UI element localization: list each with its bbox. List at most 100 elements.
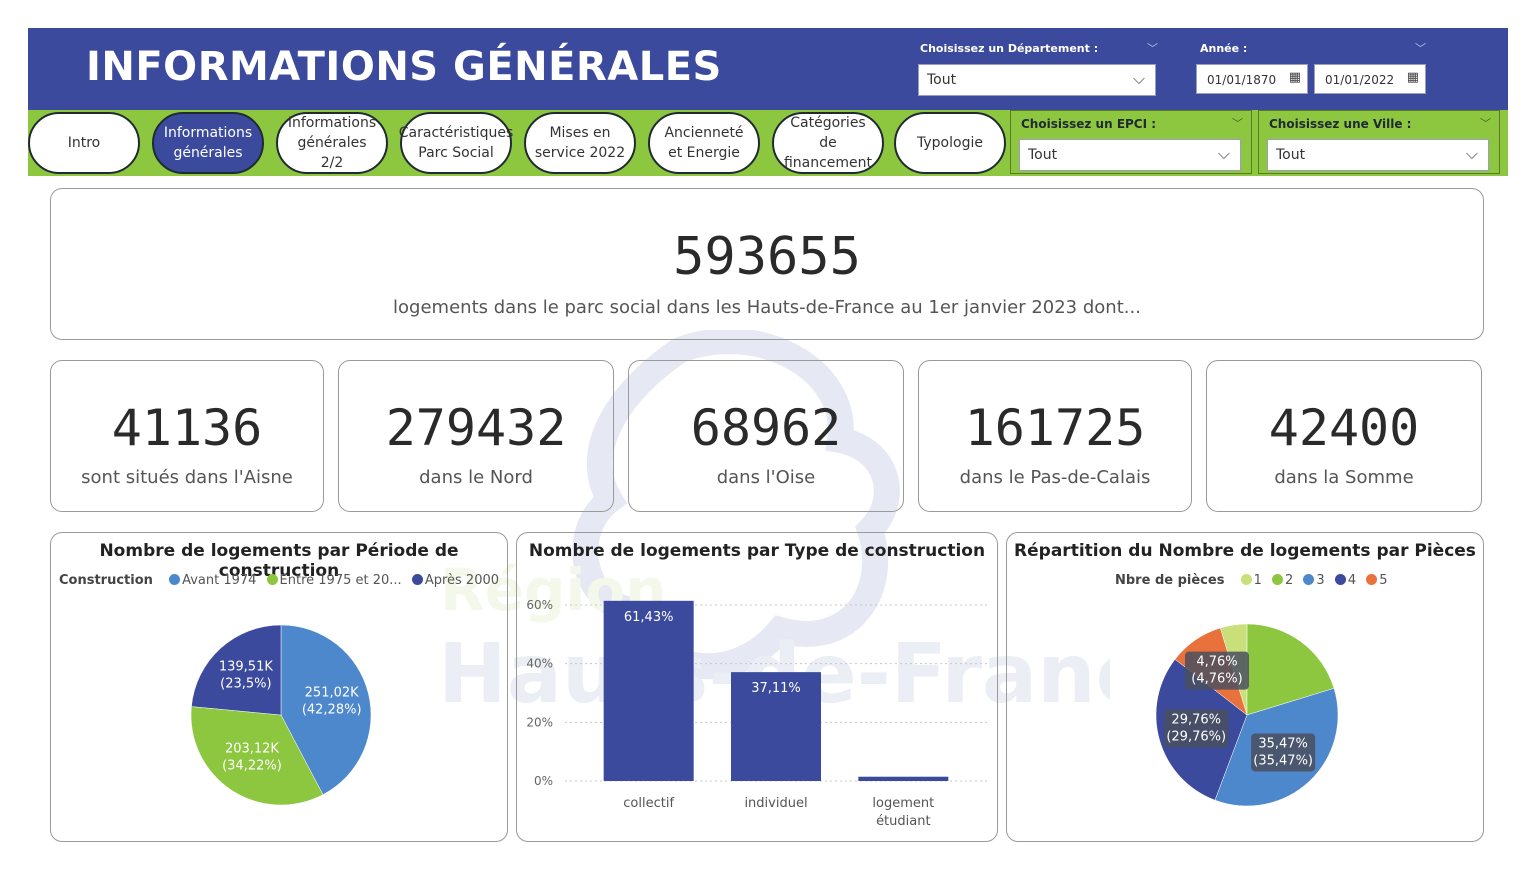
legend-item[interactable]: 5 [1379,573,1388,588]
legend-item[interactable]: 4 [1347,573,1357,588]
annee-filter: Année : ﹀ 01/01/1870 ▦ 01/01/2022 ▦ [1190,36,1434,102]
annee-from-value: 01/01/1870 [1207,73,1277,87]
bar-data-label: 37,11% [751,681,801,696]
nav-label: Mises en service 2022 [534,125,626,161]
nav-button-typologie[interactable]: Typologie [894,112,1006,174]
total-text: logements dans le parc social dans les H… [393,297,1141,318]
nav-button-mises-en-service[interactable]: Mises en service 2022 [524,112,636,174]
legend-item[interactable]: Avant 1974 [182,573,257,588]
pie-slice[interactable] [280,624,372,795]
nav-label: Ancienneté et Energie [664,125,744,161]
legend-dot [1272,574,1283,585]
legend-item[interactable]: Après 2000 [424,573,500,588]
nav-button-informations-generales-2[interactable]: Informations générales 2/2 [276,112,388,174]
pie-data-label: 251,02K [305,685,359,700]
total-value: 593655 [673,227,861,287]
nav-label: Informations générales [163,125,253,161]
chevron-down-icon[interactable]: ﹀ [1147,42,1158,55]
legend-dot [169,574,181,585]
chevron-down-icon[interactable]: ﹀ [1415,42,1426,55]
chevron-down-icon[interactable]: ﹀ [1232,117,1243,130]
kpi-value: 68962 [690,399,842,457]
nav-label: Intro [67,135,101,151]
y-tick-label: 0% [534,774,553,788]
pie-slice[interactable] [191,624,282,716]
departement-filter-label: Choisissez un Département : [920,42,1099,55]
kpi-text: dans le Nord [419,467,533,488]
epci-select[interactable]: Tout ⌵ [1019,139,1241,171]
calendar-icon[interactable]: ▦ [1406,70,1419,85]
nav-label: Typologie [917,135,983,151]
chart-legend: Construction Avant 1974 Entre 1975 et 20… [59,573,499,588]
legend-dot [266,574,278,585]
total-card: 593655 logements dans le parc social dan… [50,188,1484,340]
nav-button-categories[interactable]: Catégories de financement [772,112,884,174]
legend-item[interactable]: 2 [1285,573,1294,588]
epci-select-value: Tout [1028,147,1058,163]
pie-data-label: (29,76%) [1166,729,1226,744]
chart-legend: Nbre de pièces 1 2 3 4 5 [1115,573,1388,588]
departement-select-value: Tout [927,72,957,88]
pie-data-label: 4,76% [1196,655,1237,670]
y-tick-label: 60% [526,598,553,612]
nav-button-informations-generales[interactable]: Informations générales [152,112,264,174]
chart-title: Nombre de logements par Période de const… [99,541,459,581]
chevron-down-icon[interactable]: ﹀ [1480,117,1491,130]
kpi-text: sont situés dans l'Aisne [81,467,293,488]
chevron-down-icon: ⌵ [1465,144,1478,163]
x-tick-label: collectif [623,796,674,811]
nav-label: Catégories de financement [783,115,873,171]
kpi-card-nord: 279432 dans le Nord [338,360,614,512]
chevron-down-icon: ⌵ [1217,144,1230,163]
legend-item[interactable]: Entre 1975 et 20... [279,573,402,588]
nav-button-caracteristiques[interactable]: Caractéristiques Parc Social [398,112,514,174]
epci-filter: Choisissez un EPCI : ﹀ Tout ⌵ [1010,110,1252,174]
pie-data-label: (35,47%) [1253,753,1313,768]
bar[interactable] [603,600,694,781]
legend-dot [1334,574,1346,585]
epci-filter-label: Choisissez un EPCI : [1021,117,1157,131]
annee-to-input[interactable]: 01/01/2022 ▦ [1314,64,1426,94]
ville-select[interactable]: Tout ⌵ [1267,139,1489,171]
bar[interactable] [858,776,949,781]
chart-title: Répartition du Nombre de logements par P… [1014,541,1476,561]
kpi-card-oise: 68962 dans l'Oise [628,360,904,512]
kpi-text: dans l'Oise [716,467,816,488]
x-tick-label: étudiant [876,814,931,829]
legend-item[interactable]: 1 [1253,573,1262,588]
chart-card-pieces: Répartition du Nombre de logements par P… [1006,532,1484,842]
nav-button-intro[interactable]: Intro [28,112,140,174]
pie-slice[interactable] [190,706,324,806]
kpi-text: dans la Somme [1274,467,1414,488]
data-label-bg [1251,733,1316,772]
ville-filter: Choisissez une Ville : ﹀ Tout ⌵ [1258,110,1500,174]
header-bar: INFORMATIONS GÉNÉRALES Choisissez un Dép… [28,28,1508,110]
data-label-bg [1184,651,1249,690]
nav-label: Caractéristiques Parc Social [398,125,514,161]
pie-slice[interactable] [1246,623,1335,716]
pie-data-label: (42,28%) [302,702,362,717]
ville-filter-label: Choisissez une Ville : [1269,117,1412,131]
chart-title: Nombre de logements par Type de construc… [528,541,986,561]
pie-chart-pieces: 35,47% (35,47%) 29,76% (29,76%) 4,76% (4,76%) [1155,623,1339,807]
legend-dot [1303,574,1315,585]
nav-button-anciennete[interactable]: Ancienneté et Energie [648,112,760,174]
legend-item[interactable]: 3 [1316,573,1325,588]
pie-data-label: 203,12K [225,741,279,756]
bar[interactable] [731,672,821,781]
kpi-value: 41136 [111,399,263,457]
kpi-card-pas-de-calais: 161725 dans le Pas-de-Calais [918,360,1192,512]
chart-card-type: Nombre de logements par Type de construc… [516,532,998,842]
annee-from-input[interactable]: 01/01/1870 ▦ [1196,64,1308,94]
departement-select[interactable]: Tout ⌵ [918,64,1156,96]
pie-chart-periode: 251,02K (42,28%) 203,12K (34,22%) 139,51K (23… [190,624,372,806]
x-tick-label: individuel [744,796,807,811]
legend-dot [1240,574,1252,585]
page-title: INFORMATIONS GÉNÉRALES [86,44,722,90]
kpi-text: dans le Pas-de-Calais [959,467,1151,488]
pie-data-label: (23,5%) [220,676,271,691]
calendar-icon[interactable]: ▦ [1288,70,1301,85]
pie-data-label: (4,76%) [1191,672,1242,687]
pie-data-label: 29,76% [1171,712,1221,727]
